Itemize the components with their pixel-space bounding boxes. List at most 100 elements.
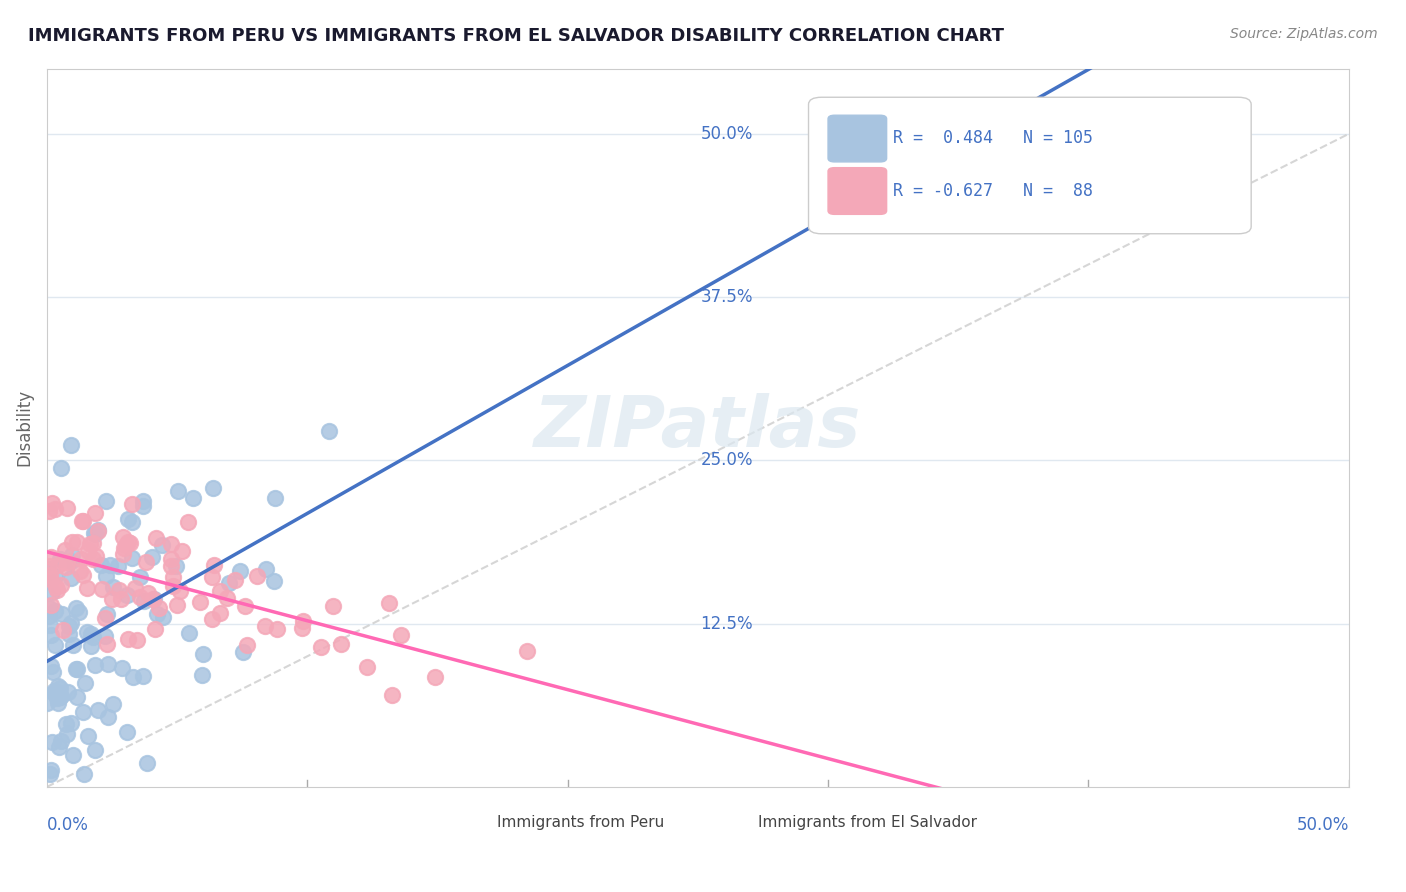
Point (38, 608, 60, 623)
Point (152, 610, 174, 624)
Point (118, 535, 141, 549)
Point (90, 582, 112, 597)
Point (101, 581, 124, 595)
Point (110, 592, 132, 607)
Point (96, 607, 118, 621)
Point (162, 570, 184, 584)
Text: IMMIGRANTS FROM PERU VS IMMIGRANTS FROM EL SALVADOR DISABILITY CORRELATION CHART: IMMIGRANTS FROM PERU VS IMMIGRANTS FROM … (28, 27, 1004, 45)
Point (82, 630, 104, 644)
Point (117, 512, 139, 526)
Point (254, 562, 277, 576)
Point (38, 568, 60, 582)
Point (69, 564, 91, 578)
Text: 0.0%: 0.0% (46, 815, 89, 834)
Point (38, 504, 60, 518)
Point (150, 538, 173, 552)
Point (96, 493, 118, 508)
Point (290, 621, 312, 635)
Point (42, 665, 65, 680)
Point (202, 558, 225, 573)
Point (46, 696, 69, 710)
Point (41, 585, 63, 599)
Point (58, 685, 80, 699)
Point (80, 627, 103, 641)
Point (160, 551, 183, 566)
Point (229, 564, 252, 578)
Point (39, 628, 62, 642)
Point (176, 516, 198, 530)
Point (59, 553, 82, 567)
Point (87, 703, 110, 717)
Point (82, 536, 104, 550)
Text: 25.0%: 25.0% (700, 451, 754, 469)
Point (138, 586, 160, 600)
Point (76, 543, 98, 558)
Text: 12.5%: 12.5% (700, 615, 754, 632)
Point (51, 461, 73, 475)
Point (170, 544, 193, 558)
Point (72, 568, 94, 582)
Point (121, 670, 143, 684)
Point (107, 558, 129, 573)
Point (146, 607, 169, 621)
Point (38, 600, 60, 615)
Point (45, 580, 67, 594)
Point (83, 526, 105, 541)
Point (191, 647, 214, 661)
Point (39, 659, 62, 673)
Point (39, 599, 62, 613)
Point (129, 590, 152, 604)
Point (46, 558, 69, 572)
Point (77, 729, 100, 743)
Point (142, 592, 165, 607)
Point (39, 572, 62, 586)
Point (254, 619, 277, 633)
Point (208, 583, 231, 598)
Point (115, 725, 138, 739)
Point (82, 552, 104, 566)
Point (112, 541, 135, 556)
Point (84, 743, 107, 757)
Point (60, 534, 83, 549)
Point (94, 630, 117, 644)
Point (208, 607, 231, 621)
FancyBboxPatch shape (828, 115, 887, 162)
Point (266, 622, 288, 636)
Point (72, 705, 94, 719)
Point (143, 622, 166, 636)
Point (72, 514, 94, 528)
Point (53, 542, 76, 557)
Point (42, 686, 65, 700)
Text: R =  0.484   N = 105: R = 0.484 N = 105 (893, 129, 1092, 147)
Point (111, 661, 134, 675)
Point (62, 747, 84, 762)
FancyBboxPatch shape (828, 168, 887, 214)
Point (52, 623, 75, 637)
Point (124, 581, 146, 595)
Point (117, 535, 139, 549)
Point (166, 598, 188, 612)
Point (263, 574, 285, 588)
Point (125, 633, 148, 648)
Text: Immigrants from El Salvador: Immigrants from El Salvador (758, 814, 977, 830)
Point (39, 767, 62, 781)
Point (89, 558, 111, 572)
Point (51, 607, 73, 621)
Point (55, 717, 77, 731)
Point (389, 628, 412, 642)
Point (41, 496, 63, 510)
Point (55, 555, 77, 569)
Point (169, 584, 191, 599)
Point (38, 574, 60, 589)
Point (329, 637, 352, 651)
Point (73, 676, 96, 690)
Point (160, 558, 183, 573)
Point (58, 627, 80, 641)
Point (65, 662, 87, 676)
Point (97, 710, 120, 724)
Point (39, 549, 62, 564)
Point (86, 524, 108, 538)
Point (264, 491, 287, 505)
Text: 37.5%: 37.5% (700, 288, 754, 306)
Point (246, 568, 269, 582)
